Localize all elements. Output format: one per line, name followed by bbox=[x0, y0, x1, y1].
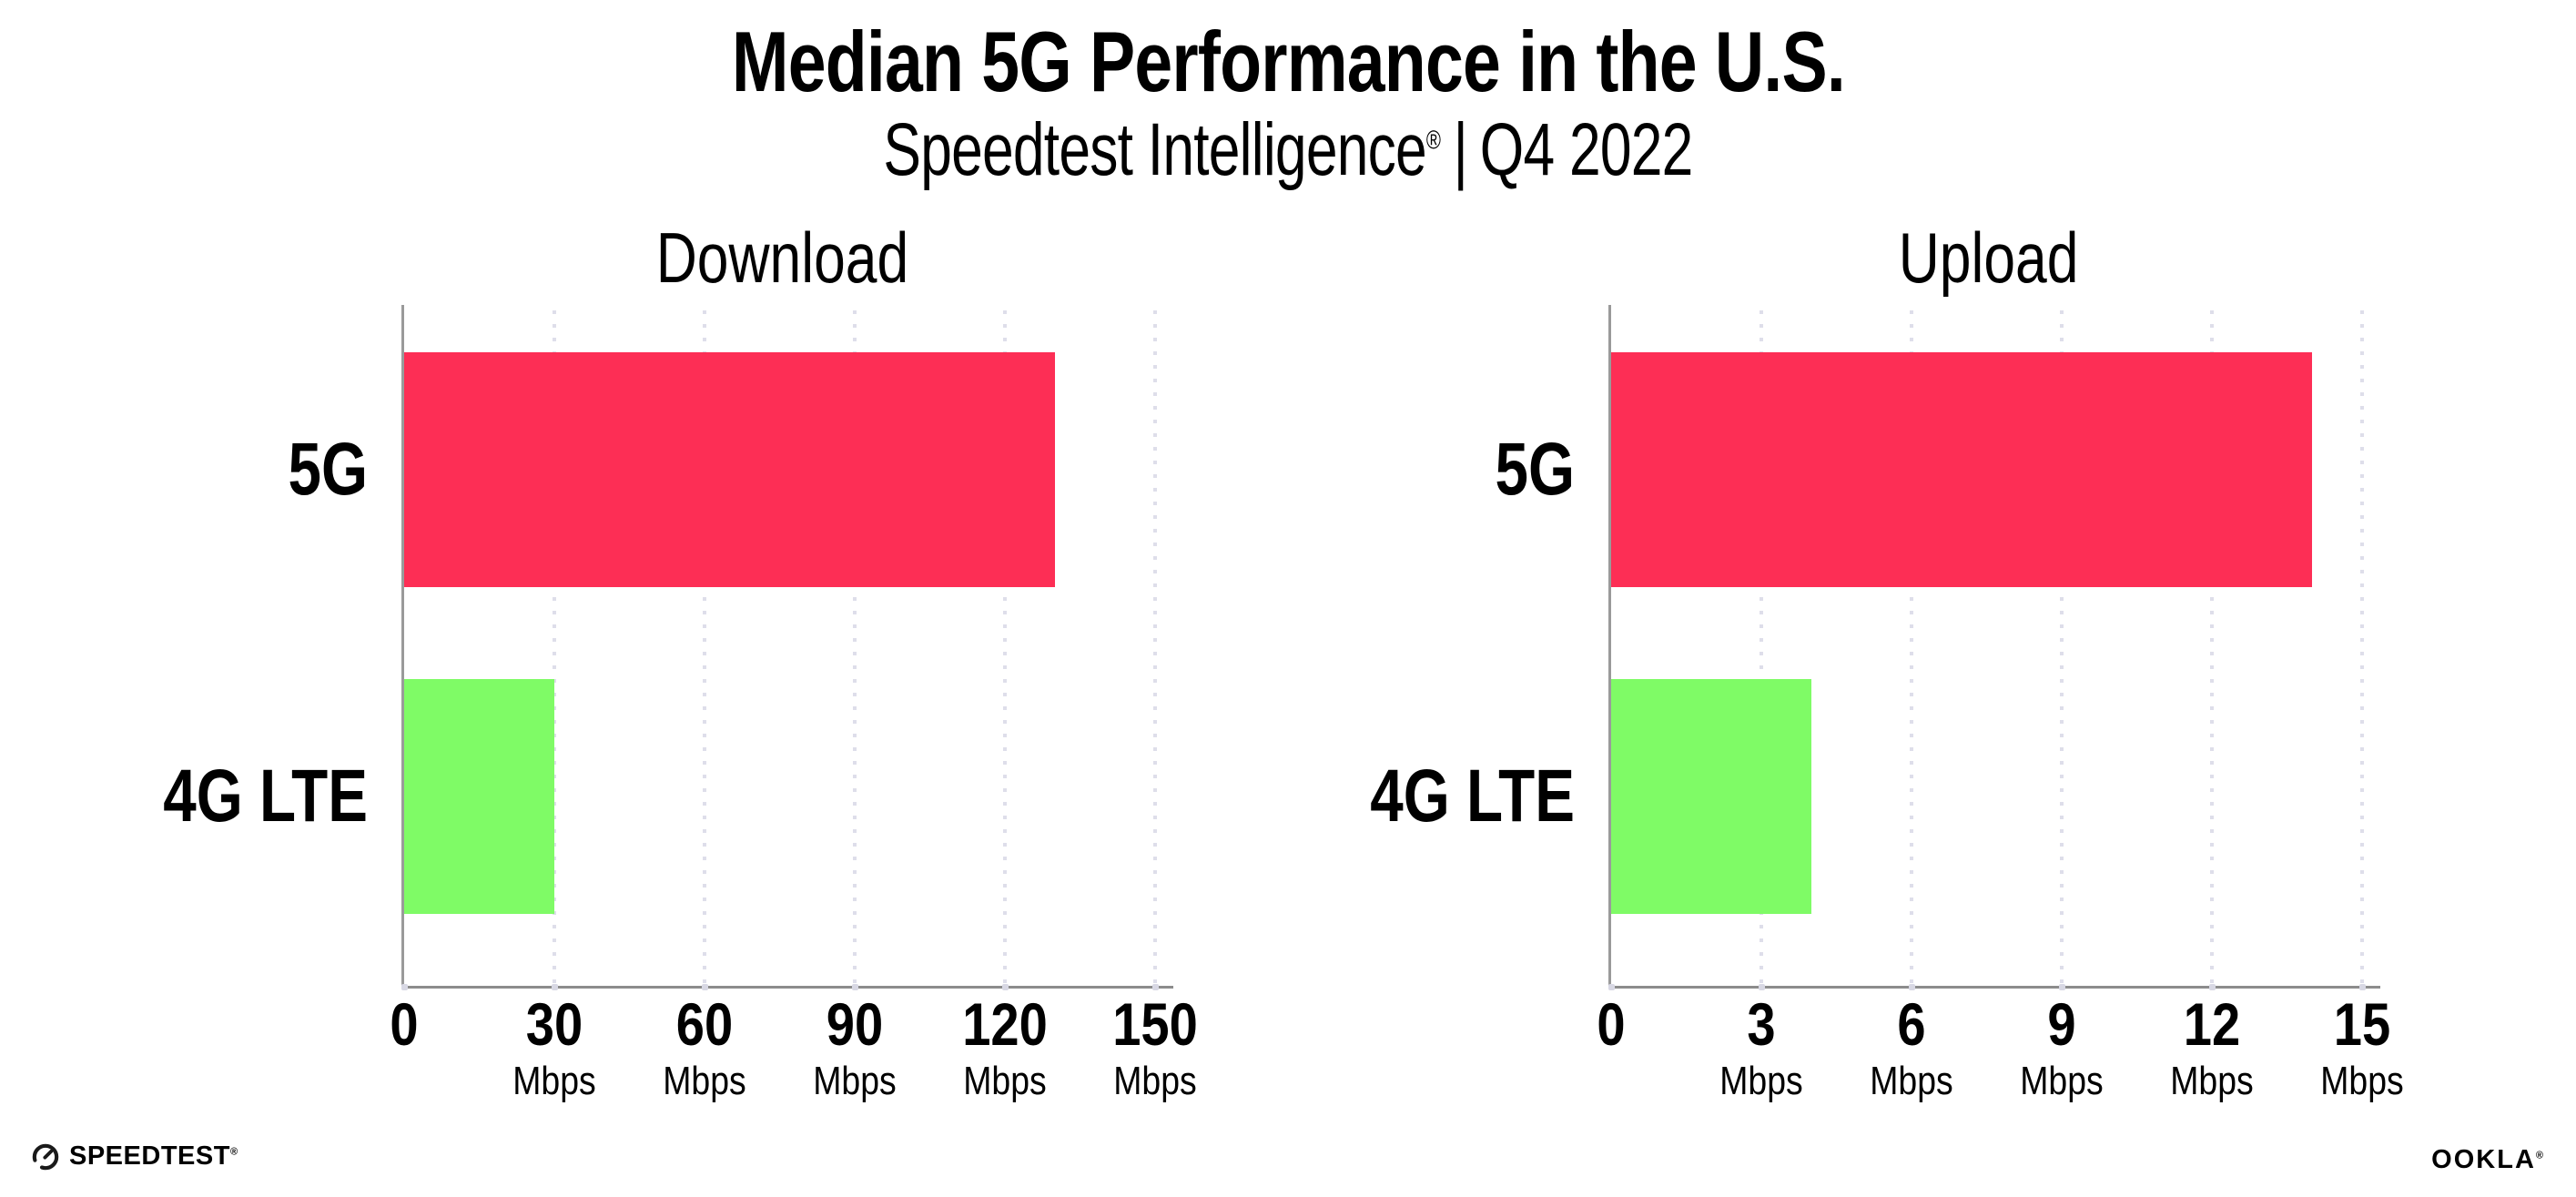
axis-tick-dot bbox=[1152, 984, 1159, 990]
axis-tick-dot bbox=[852, 984, 858, 990]
x-tick-label: 9 bbox=[2047, 990, 2076, 1058]
gridline bbox=[853, 310, 857, 986]
axis-tick-dot bbox=[1608, 984, 1615, 990]
4g-lte-bar bbox=[404, 679, 554, 914]
gridline bbox=[2060, 310, 2064, 986]
x-tick-unit-label: Mbps bbox=[663, 1059, 746, 1103]
x-tick-unit-label: Mbps bbox=[1719, 1059, 1803, 1103]
speedometer-gauge-icon bbox=[32, 1143, 59, 1170]
upload-plot-area: 0 3 Mbps 6 Mbps 9 Mbps 12 Mbps 15 Mbps 5G 4G LTE bbox=[1370, 305, 2404, 1103]
download-y-axis-line bbox=[401, 305, 404, 989]
page-title: Median 5G Performance in the U.S. bbox=[0, 13, 2576, 111]
download-chart-title: Download bbox=[655, 218, 908, 298]
x-tick-unit-label: Mbps bbox=[2170, 1059, 2254, 1103]
x-tick-label: 15 bbox=[2333, 990, 2391, 1058]
x-tick-unit-label: Mbps bbox=[1870, 1059, 1953, 1103]
axis-tick-dot bbox=[2059, 984, 2065, 990]
x-tick-label: 30 bbox=[525, 990, 583, 1058]
x-tick-unit-label: Mbps bbox=[1113, 1059, 1197, 1103]
category-label: 4G LTE bbox=[1370, 755, 1575, 837]
download-plot-area: 0 30 Mbps 60 Mbps 90 Mbps 120 Mbps 150 Mbps 5G 4G LT… bbox=[163, 305, 1198, 1103]
gridline bbox=[1153, 310, 1157, 986]
upload-x-axis-line bbox=[1608, 986, 2380, 989]
axis-tick-dot bbox=[2209, 984, 2216, 990]
upload-chart-title: Upload bbox=[1899, 218, 2079, 298]
x-tick-label: 12 bbox=[2183, 990, 2241, 1058]
page-title-text: Median 5G Performance in the U.S. bbox=[731, 14, 1845, 109]
axis-tick-dot bbox=[2359, 984, 2366, 990]
subtitle-separator: | bbox=[1453, 108, 1468, 191]
speedtest-logo-text: SPEEDTEST® bbox=[69, 1141, 238, 1171]
x-tick-label: 0 bbox=[390, 990, 419, 1058]
gridline bbox=[1003, 310, 1007, 986]
5g-bar bbox=[1611, 352, 2312, 587]
x-tick-label: 6 bbox=[1897, 990, 1926, 1058]
gridline bbox=[2210, 310, 2214, 986]
page-subtitle: Speedtest Intelligence® | Q4 2022 bbox=[0, 107, 2576, 193]
axis-tick-dot bbox=[1759, 984, 1765, 990]
x-tick-unit-label: Mbps bbox=[2320, 1059, 2404, 1103]
speedtest-registered-mark-icon: ® bbox=[229, 1146, 238, 1158]
ookla-logo: OOKLA® bbox=[2431, 1145, 2545, 1175]
ookla-logo-text: OOKLA® bbox=[2431, 1145, 2545, 1174]
x-tick-unit-label: Mbps bbox=[2020, 1059, 2104, 1103]
4g-lte-bar bbox=[1611, 679, 1811, 914]
axis-tick-dot bbox=[702, 984, 708, 990]
x-tick-label: 3 bbox=[1747, 990, 1776, 1058]
subtitle-brand: Speedtest Intelligence bbox=[883, 108, 1426, 191]
download-x-axis-line bbox=[401, 986, 1173, 989]
registered-mark-icon: ® bbox=[1425, 126, 1442, 156]
x-tick-unit-label: Mbps bbox=[813, 1059, 897, 1103]
speedtest-logo: SPEEDTEST® bbox=[31, 1141, 238, 1172]
x-tick-unit-label: Mbps bbox=[963, 1059, 1047, 1103]
x-tick-label: 0 bbox=[1597, 990, 1626, 1058]
5g-bar bbox=[404, 352, 1055, 587]
category-label: 4G LTE bbox=[163, 755, 368, 837]
gridline bbox=[1910, 310, 1913, 986]
axis-tick-dot bbox=[401, 984, 408, 990]
axis-tick-dot bbox=[1909, 984, 1915, 990]
upload-y-axis-line bbox=[1608, 305, 1611, 989]
gridline bbox=[703, 310, 706, 986]
subtitle-period: Q4 2022 bbox=[1479, 108, 1694, 191]
category-label: 5G bbox=[1495, 428, 1575, 511]
gridline bbox=[2360, 310, 2364, 986]
category-label: 5G bbox=[288, 428, 368, 511]
x-tick-unit-label: Mbps bbox=[512, 1059, 596, 1103]
x-tick-label: 90 bbox=[826, 990, 884, 1058]
x-tick-label: 150 bbox=[1112, 990, 1198, 1058]
gridline bbox=[553, 310, 556, 986]
x-tick-label: 60 bbox=[675, 990, 734, 1058]
x-tick-label: 120 bbox=[962, 990, 1048, 1058]
gridline bbox=[1760, 310, 1763, 986]
axis-tick-dot bbox=[1002, 984, 1009, 990]
ookla-registered-mark-icon: ® bbox=[2535, 1150, 2545, 1161]
axis-tick-dot bbox=[552, 984, 558, 990]
